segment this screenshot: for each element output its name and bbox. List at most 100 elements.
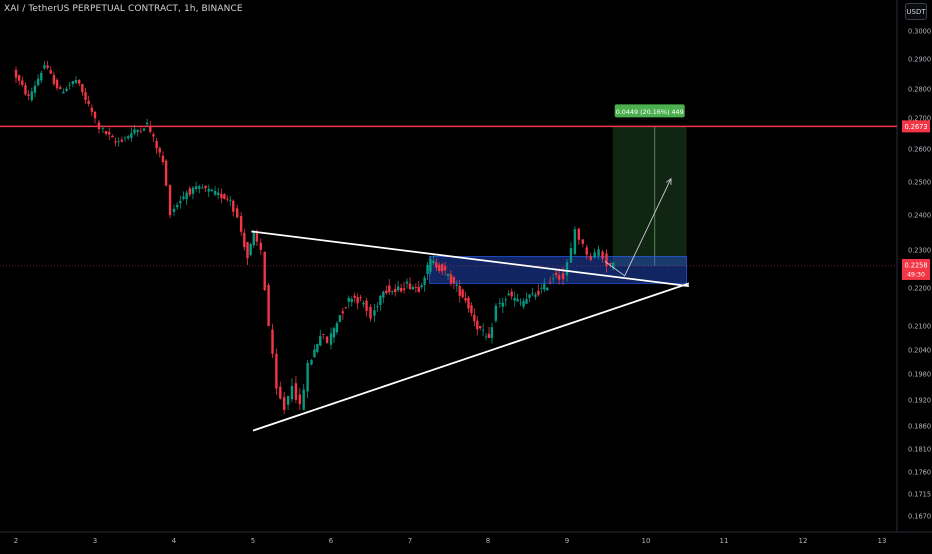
candle-body-91 — [316, 344, 319, 352]
candle-body-39 — [139, 130, 143, 132]
candle-body-63 — [217, 192, 220, 196]
candle-body-178 — [585, 247, 588, 255]
candle-body-108 — [369, 306, 372, 319]
candle-body-88 — [306, 362, 309, 392]
candle-body-41 — [145, 122, 149, 125]
price-tick-label-6: 0.2400 — [908, 212, 931, 220]
candle-body-130 — [435, 262, 438, 268]
candle-body-52 — [182, 196, 185, 199]
candle-body-169 — [551, 278, 555, 280]
candle-body-179 — [589, 255, 592, 260]
time-tick-label-6: 8 — [486, 537, 490, 545]
price-tick-label-13: 0.1860 — [908, 423, 931, 431]
price-tick-label-11: 0.1980 — [908, 371, 931, 379]
triangle-lower-line — [252, 282, 690, 432]
candle-body-66 — [226, 198, 229, 200]
candle-body-149 — [490, 327, 494, 338]
candle-body-6 — [33, 85, 37, 93]
candle-body-12 — [52, 75, 56, 84]
candle-body-43 — [152, 134, 155, 137]
candle-body-166 — [543, 284, 546, 290]
candle-body-138 — [458, 285, 461, 296]
candle-body-126 — [423, 277, 426, 285]
candle-body-135 — [449, 274, 453, 284]
price-tick-label-12: 0.1920 — [908, 397, 931, 405]
candle-body-25 — [93, 111, 97, 119]
candle-body-32 — [117, 141, 120, 142]
time-tick-label-2: 4 — [172, 537, 177, 545]
candle-body-180 — [593, 252, 596, 258]
candle-body-58 — [201, 187, 204, 189]
price-tick-label-14: 0.1810 — [908, 446, 931, 454]
candle-body-35 — [126, 136, 130, 139]
candle-body-36 — [130, 133, 133, 138]
candle-body-170 — [554, 272, 558, 276]
candle-body-26 — [97, 122, 101, 130]
candle-body-94 — [325, 336, 329, 343]
price-tick-label-10: 0.2040 — [908, 347, 931, 355]
candle-body-152 — [501, 302, 505, 307]
candle-body-182 — [601, 251, 604, 259]
candle-body-38 — [136, 129, 139, 132]
candle-body-71 — [243, 232, 246, 248]
candle-body-54 — [188, 188, 191, 195]
time-tick-label-8: 10 — [642, 537, 651, 545]
candle-body-73 — [249, 244, 252, 256]
candle-body-125 — [420, 285, 423, 288]
candles-group — [14, 61, 615, 414]
candle-body-76 — [259, 242, 262, 250]
candle-body-95 — [329, 333, 333, 345]
candle-body-86 — [298, 394, 301, 405]
candle-body-70 — [239, 216, 243, 232]
candle-body-167 — [546, 287, 549, 291]
candle-body-104 — [356, 297, 359, 304]
time-tick-label-11: 13 — [878, 537, 887, 545]
candle-body-96 — [332, 328, 336, 338]
time-tick-label-1: 3 — [93, 537, 97, 545]
candle-body-23 — [87, 100, 90, 104]
projection-path — [604, 178, 672, 277]
candle-body-29 — [108, 132, 111, 135]
long-position-label-bg — [614, 104, 685, 118]
candle-body-173 — [565, 262, 569, 276]
candle-body-123 — [414, 287, 418, 288]
candle-body-114 — [388, 285, 391, 293]
candle-body-127 — [426, 264, 429, 274]
time-tick-label-10: 12 — [799, 537, 808, 545]
candle-body-159 — [522, 301, 525, 307]
candle-body-42 — [149, 126, 152, 132]
candle-body-18 — [71, 81, 75, 85]
candle-body-90 — [313, 349, 316, 358]
candle-body-5 — [30, 91, 33, 101]
candle-body-14 — [59, 87, 62, 90]
currency-button[interactable]: USDT — [905, 3, 927, 20]
candle-body-112 — [382, 291, 385, 298]
candle-body-110 — [376, 306, 379, 308]
current-price-tag — [902, 258, 930, 280]
candle-body-181 — [597, 249, 600, 256]
candle-body-84 — [290, 385, 294, 400]
time-tick-label-7: 9 — [565, 537, 569, 545]
price-tick-label-8: 0.2200 — [908, 285, 931, 293]
time-tick-label-5: 7 — [408, 537, 412, 545]
candle-body-28 — [104, 131, 108, 134]
candle-body-21 — [81, 83, 84, 93]
candle-body-174 — [569, 247, 573, 263]
candle-body-22 — [84, 92, 87, 101]
price-tick-label-15: 0.1760 — [908, 469, 931, 477]
price-tick-label-4: 0.2600 — [908, 146, 931, 154]
time-tick-label-0: 2 — [14, 537, 18, 545]
candle-body-163 — [534, 294, 537, 297]
candle-body-89 — [310, 360, 313, 365]
candle-body-136 — [452, 277, 456, 284]
candle-body-158 — [519, 302, 522, 304]
candle-body-69 — [236, 208, 239, 218]
candle-body-185 — [612, 262, 615, 269]
candle-body-78 — [267, 285, 270, 327]
candle-body-83 — [286, 396, 290, 405]
candle-body-79 — [271, 329, 274, 354]
candle-body-144 — [476, 320, 479, 330]
candle-body-145 — [479, 326, 482, 329]
candle-body-109 — [373, 310, 376, 316]
